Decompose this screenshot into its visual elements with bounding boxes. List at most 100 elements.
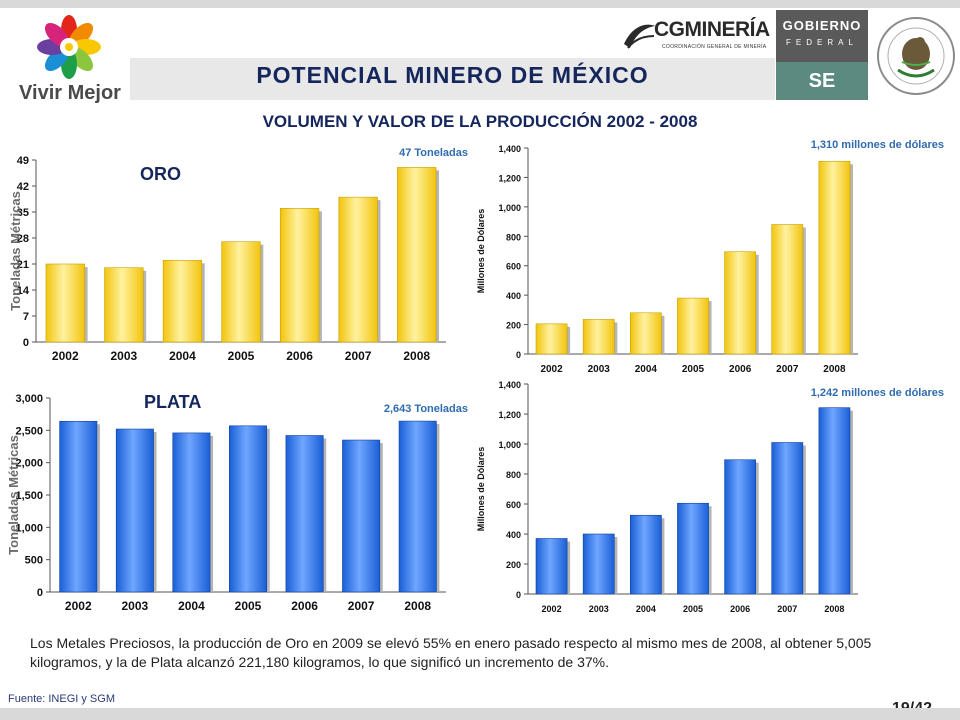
x-tick-label: 2002 — [52, 349, 79, 363]
bar-2008 — [818, 407, 851, 595]
y-tick-label: 500 — [25, 555, 43, 567]
bar-2008 — [398, 420, 437, 593]
y-tick-label: 0 — [37, 587, 43, 599]
silver-value-chart: 0 200 400 600 800 1,000 1,200 1,400 2002 2003 2004… — [476, 380, 944, 614]
x-tick-label: 2006 — [291, 599, 318, 613]
bar-2007 — [771, 442, 804, 595]
x-tick-label: 2005 — [235, 599, 262, 613]
bar-2005 — [221, 241, 261, 343]
bar-2002 — [59, 420, 98, 593]
y-tick-label: 1,500 — [15, 490, 43, 502]
page-title: POTENCIAL MINERO DE MÉXICO — [256, 62, 649, 88]
gold-value-chart: 0 200 400 600 800 1,000 1,200 1,400 2002 2003 2004… — [476, 139, 944, 375]
x-tick-label: 2004 — [169, 349, 196, 363]
y-tick-label: 1,000 — [498, 440, 521, 450]
x-tick-label: 2002 — [65, 599, 92, 613]
gobierno-text: GOBIERNO — [782, 18, 862, 33]
chart-annotation: 1,310 millones de dólares — [811, 139, 944, 151]
x-tick-label: 2004 — [178, 599, 205, 613]
y-tick-label: 400 — [506, 530, 521, 540]
y-tick-label: 28 — [17, 233, 29, 245]
y-axis-label: Millones de Dólares — [476, 209, 486, 294]
y-tick-label: 14 — [17, 285, 30, 297]
bar-2003 — [582, 533, 615, 595]
y-tick-label: 200 — [506, 560, 521, 570]
bar-2007 — [771, 224, 804, 355]
y-tick-label: 21 — [17, 259, 29, 271]
y-tick-label: 1,200 — [498, 173, 521, 183]
x-tick-label: 2004 — [635, 364, 658, 375]
y-tick-label: 600 — [506, 262, 521, 272]
y-axis-label: Millones de Dólares — [476, 447, 486, 532]
x-tick-label: 2004 — [636, 604, 656, 614]
bar-2002 — [535, 323, 568, 355]
y-tick-label: 1,000 — [15, 522, 43, 534]
x-tick-label: 2003 — [122, 599, 149, 613]
flower-logo-icon — [37, 15, 101, 79]
bar-2005 — [677, 502, 709, 595]
bar-2005 — [229, 425, 267, 593]
bar-2003 — [582, 319, 615, 355]
x-tick-label: 2008 — [824, 604, 844, 614]
bar-2004 — [172, 432, 211, 593]
se-text: SE — [808, 70, 836, 92]
bottom-border — [0, 708, 960, 720]
chart-subtitle: VOLUMEN Y VALOR DE LA PRODUCCIÓN 2002 - … — [262, 112, 698, 131]
y-tick-label: 800 — [506, 470, 521, 480]
bar-2004 — [630, 312, 662, 355]
y-tick-label: 400 — [506, 291, 521, 301]
x-tick-label: 2008 — [404, 599, 431, 613]
cgmineria-subtext: COORDINACIÓN GENERAL DE MINERÍA — [662, 44, 767, 50]
cgmineria-text: CGMINERÍA — [654, 18, 770, 41]
x-tick-label: 2007 — [348, 599, 375, 613]
mexico-seal-icon — [877, 17, 955, 95]
bar-2008 — [818, 160, 851, 355]
y-tick-label: 1,400 — [498, 380, 521, 390]
y-tick-label: 42 — [17, 181, 29, 193]
bar-2006 — [724, 251, 756, 355]
y-tick-label: 1,200 — [498, 410, 521, 420]
y-tick-label: 0 — [516, 350, 521, 360]
gobierno-federal-logo: GOBIERNO FEDERAL SE — [776, 10, 868, 100]
y-tick-label: 2,500 — [15, 425, 43, 437]
y-tick-label: 49 — [17, 155, 29, 167]
x-tick-label: 2006 — [730, 604, 750, 614]
chart-annotation: 2,643 Toneladas — [384, 403, 468, 415]
bar-2006 — [285, 435, 324, 593]
x-tick-label: 2002 — [542, 604, 562, 614]
bar-2003 — [115, 428, 154, 593]
cgmineria-logo: CGMINERÍA COORDINACIÓN GENERAL DE MINERÍ… — [622, 16, 772, 54]
silver-volume-chart: 0 500 1,000 1,500 2,000 2,500 3,000 2002 2003 200… — [6, 392, 468, 613]
chart-annotation: 1,242 millones de dólares — [811, 387, 944, 399]
y-tick-label: 2,000 — [15, 458, 43, 470]
y-tick-label: 200 — [506, 321, 521, 331]
bar-2007 — [338, 196, 378, 343]
source-note: Fuente: INEGI y SGM — [8, 693, 115, 705]
x-tick-label: 2005 — [228, 349, 255, 363]
chart-annotation: 47 Toneladas — [399, 147, 468, 159]
gold-volume-chart: 0 7 14 21 28 35 42 49 2002 2003 2004 2005 2006 2007 20… — [8, 147, 468, 363]
x-tick-label: 2003 — [111, 349, 138, 363]
y-tick-label: 3,000 — [15, 393, 43, 405]
x-tick-label: 2007 — [776, 364, 799, 375]
x-tick-label: 2005 — [683, 604, 703, 614]
y-tick-label: 1,400 — [498, 144, 521, 154]
vivir-mejor-logo: Vivir Mejor — [4, 14, 134, 106]
se-badge: SE — [776, 62, 868, 100]
y-axis-label: Toneladas Métricas — [6, 435, 21, 555]
x-tick-label: 2006 — [286, 349, 313, 363]
y-tick-label: 35 — [17, 207, 29, 219]
x-tick-label: 2007 — [777, 604, 797, 614]
bar-2006 — [279, 207, 320, 343]
y-tick-label: 7 — [23, 311, 29, 323]
title-band — [130, 58, 775, 100]
bar-2002 — [535, 538, 568, 595]
vivir-mejor-text: Vivir Mejor — [19, 82, 121, 104]
x-tick-label: 2003 — [589, 604, 609, 614]
bar-2005 — [677, 297, 709, 355]
y-tick-label: 0 — [23, 337, 29, 349]
bar-2008 — [397, 167, 437, 343]
x-tick-label: 2005 — [682, 364, 705, 375]
y-tick-label: 0 — [516, 590, 521, 600]
swoosh-icon — [624, 24, 655, 49]
